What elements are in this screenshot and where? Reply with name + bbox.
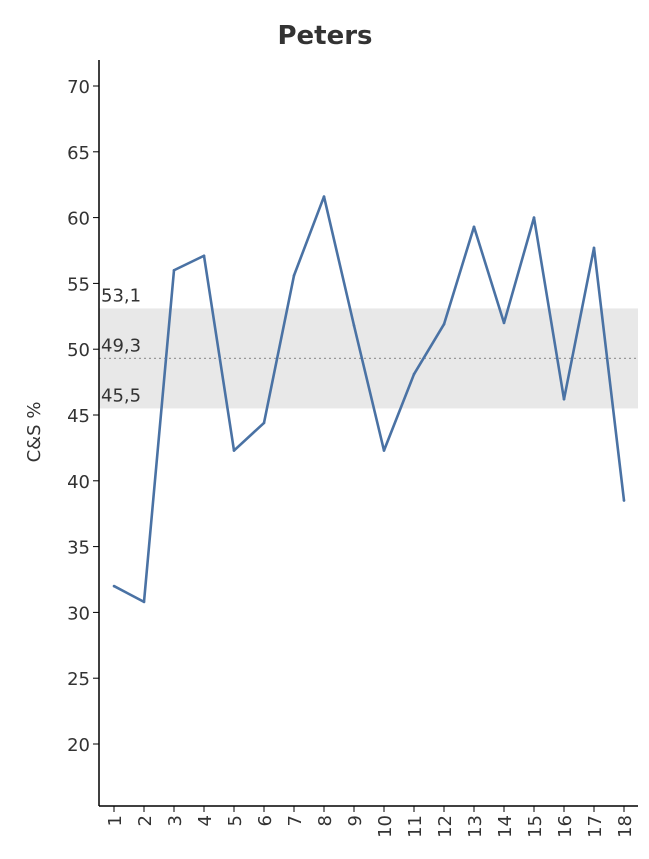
x-tick-label: 6 [255,815,276,826]
y-tick-label: 65 [67,143,90,164]
band-mean-label: 49,3 [101,335,141,356]
data-point [622,499,626,502]
x-tick-label: 1 [105,815,126,826]
x-tick-label: 11 [405,815,426,838]
series-line [113,195,626,604]
y-tick-label: 45 [67,406,90,427]
y-tick-label: 70 [67,77,90,98]
x-tick-label: 4 [195,815,216,826]
data-point [232,449,236,452]
y-tick-label: 30 [67,603,90,624]
data-point [172,268,176,272]
data-point [592,246,596,250]
data-point [472,225,476,229]
y-tick-label: 60 [67,209,90,230]
y-axis-title: C&S % [24,402,45,463]
data-point [352,324,356,327]
data-point [502,321,506,325]
x-tick-label: 9 [345,815,366,826]
x-tick-label: 8 [315,815,336,826]
data-point [532,216,536,219]
x-tick-label: 15 [525,815,546,838]
x-tick-label: 3 [165,815,186,826]
series-line-group [112,195,626,604]
band-upper-label: 53,1 [101,285,141,306]
data-point [412,372,416,376]
data-point [142,600,146,604]
chart-title: Peters [277,21,372,51]
data-point [292,274,296,277]
x-tick-label: 2 [135,815,156,826]
y-tick-label: 55 [67,274,90,295]
data-point [382,449,386,452]
band-lower-label: 45,5 [101,385,141,406]
y-tick-label: 40 [67,472,90,493]
confidence-band [99,308,638,409]
x-tick-label: 13 [465,815,486,838]
x-tick-label: 7 [285,815,306,826]
data-point [562,397,566,401]
x-tick-label: 10 [375,815,396,838]
x-tick-label: 16 [555,815,576,838]
data-point [442,322,446,326]
data-point [112,584,116,588]
x-tick-label: 12 [435,815,456,838]
x-tick-label: 17 [585,815,606,838]
x-tick-label: 5 [225,815,246,826]
x-tick-label: 18 [615,815,636,838]
data-point [262,421,266,425]
data-point [202,254,206,258]
y-tick-label: 25 [67,669,90,690]
y-tick-label: 20 [67,735,90,756]
y-tick-label: 50 [67,340,90,361]
data-point [322,195,326,198]
confidence-band-group: 53,1 49,3 45,5 [99,285,638,409]
x-tick-label: 14 [495,815,516,838]
y-tick-label: 35 [67,538,90,559]
